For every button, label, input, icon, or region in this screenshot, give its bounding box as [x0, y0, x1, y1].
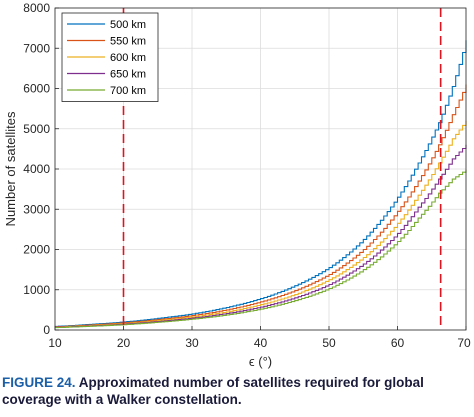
line-chart: 10 20 30 40 50 60 70 0 1000 2000 3000 4000 5000 6000…	[3, 1, 471, 369]
legend-entry: 550 km	[110, 36, 146, 48]
x-tick-label: 30	[185, 336, 199, 350]
y-tick-label: 0	[43, 323, 50, 337]
legend-entry: 500 km	[110, 19, 146, 31]
x-axis: 10 20 30 40 50 60 70	[48, 326, 471, 350]
figure-caption: FIGURE 24. Approximated number of satell…	[2, 374, 472, 408]
y-tick-label: 6000	[23, 82, 50, 96]
legend-entry: 700 km	[110, 85, 146, 97]
x-tick-label: 60	[391, 336, 405, 350]
y-axis: 0 1000 2000 3000 4000 5000 6000 7000 8000	[23, 1, 59, 337]
x-tick-label: 40	[254, 336, 268, 350]
legend-entry: 650 km	[110, 69, 146, 81]
y-tick-label: 5000	[23, 122, 50, 136]
caption-text: Approximated number of satellites requir…	[2, 375, 424, 407]
reference-lines	[122, 8, 442, 330]
y-tick-label: 2000	[23, 243, 50, 257]
legend: 500 km 550 km 600 km 650 km 700 km	[61, 12, 159, 102]
y-tick-label: 3000	[23, 202, 50, 216]
x-axis-label: ϵ (°)	[249, 354, 272, 369]
y-tick-label: 1000	[23, 283, 50, 297]
x-tick-label: 50	[322, 336, 336, 350]
y-tick-label: 8000	[23, 1, 50, 15]
x-tick-label: 20	[117, 336, 131, 350]
x-tick-label: 10	[48, 336, 62, 350]
x-tick-label: 70	[457, 336, 471, 350]
legend-entry: 600 km	[110, 52, 146, 64]
caption-label: FIGURE 24.	[2, 375, 76, 390]
y-axis-label: Number of satellites	[3, 111, 18, 226]
y-tick-label: 7000	[23, 41, 50, 55]
y-tick-label: 4000	[23, 162, 50, 176]
